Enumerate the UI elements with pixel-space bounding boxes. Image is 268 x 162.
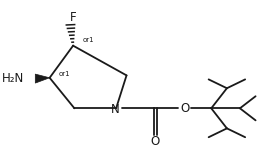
Text: O: O xyxy=(181,102,190,115)
Text: F: F xyxy=(70,11,76,24)
Polygon shape xyxy=(35,74,50,83)
Text: O: O xyxy=(151,135,160,148)
Text: or1: or1 xyxy=(82,37,94,43)
Text: H₂N: H₂N xyxy=(2,72,24,85)
Text: N: N xyxy=(110,103,119,116)
Text: or1: or1 xyxy=(59,71,70,77)
